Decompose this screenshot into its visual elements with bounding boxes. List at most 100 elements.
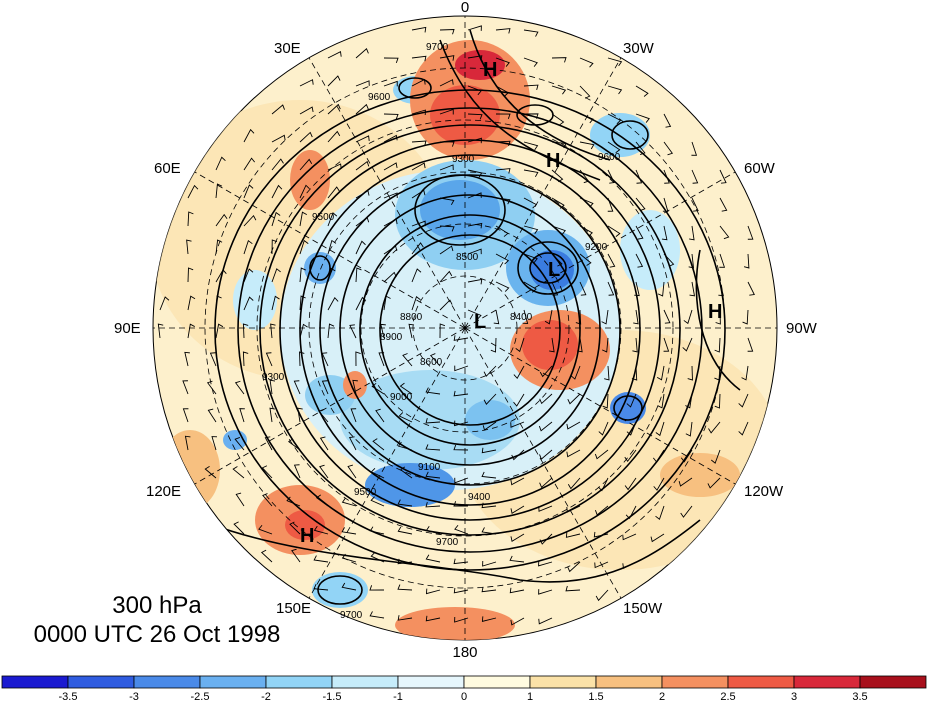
- wind-barb: [663, 169, 670, 184]
- wind-barb: [243, 239, 253, 255]
- wind-barb: [243, 128, 255, 143]
- wind-barb: [522, 309, 529, 325]
- wind-barb: [495, 28, 511, 34]
- meridian-line: [194, 171, 466, 329]
- wind-barb: [495, 113, 511, 119]
- wind-barb: [594, 449, 609, 460]
- wind-barb: [327, 267, 336, 283]
- wind-barb: [742, 309, 749, 325]
- map-caption: 300 hPa 0000 UTC 26 Oct 1998: [12, 591, 302, 649]
- wind-barb: [327, 51, 342, 59]
- colorbar-swatch: [793, 675, 861, 689]
- wind-barb: [657, 281, 665, 297]
- wind-barb: [567, 561, 581, 573]
- wind-barb: [327, 296, 339, 311]
- meridian-line: [464, 327, 736, 485]
- wind-barb: [215, 295, 222, 311]
- wind-barb: [355, 80, 370, 87]
- wind-barb: [215, 183, 223, 199]
- wind-barb: [235, 492, 245, 507]
- colorbar-swatch: [67, 675, 135, 689]
- wind-barb: [538, 617, 553, 625]
- wind-barb: [425, 444, 441, 451]
- wind-barb: [467, 278, 483, 285]
- wind-barb: [327, 75, 341, 87]
- wind-barb: [579, 225, 593, 237]
- wind-barb: [635, 85, 649, 97]
- wind-barb: [549, 337, 555, 353]
- wind-barb: [523, 29, 539, 37]
- wind-barb: [327, 186, 340, 199]
- wind-barb: [186, 239, 192, 255]
- wind-barb: [635, 141, 646, 156]
- wind-barb: [383, 80, 398, 87]
- contour-label: 9500: [354, 487, 377, 498]
- wind-barb: [341, 553, 357, 563]
- wind-barb: [607, 197, 614, 212]
- wind-barb: [682, 337, 693, 352]
- wind-barb: [656, 365, 665, 381]
- wind-barb: [685, 421, 693, 437]
- wind-barb: [347, 464, 357, 479]
- wind-barb: [607, 281, 615, 296]
- wind-barb: [523, 253, 538, 263]
- colorbar-tick-label: -3.5: [59, 691, 78, 702]
- wind-barb: [439, 299, 453, 311]
- wind-barb: [321, 380, 329, 395]
- wind-barb: [355, 160, 370, 171]
- wind-barb: [454, 477, 469, 484]
- wind-barb: [625, 505, 637, 520]
- wind-barb: [567, 477, 581, 490]
- colorbar-tick-label: 0: [461, 691, 467, 702]
- wind-barb: [383, 192, 398, 199]
- wind-barb: [719, 225, 730, 240]
- wind-barb: [575, 309, 582, 325]
- wind-barb: [579, 197, 594, 208]
- wind-barb: [495, 253, 510, 265]
- wind-barb: [579, 169, 590, 184]
- wind-barb: [321, 352, 329, 367]
- contour-label: 9700: [340, 610, 363, 621]
- wind-barb: [397, 441, 413, 451]
- longitude-label: 90E: [114, 320, 141, 337]
- wind-barb: [509, 555, 525, 563]
- wind-barb: [258, 524, 273, 535]
- wind-barb: [481, 586, 497, 593]
- colorbar-swatch: [133, 675, 201, 689]
- wind-barb: [243, 296, 254, 311]
- wind-barb: [264, 436, 273, 451]
- wind-barb: [187, 211, 194, 227]
- colorbar-tick-label: 2: [659, 691, 665, 702]
- wind-barb: [243, 157, 256, 171]
- wind-barb: [439, 55, 455, 61]
- wind-barb: [544, 309, 553, 325]
- wind-barb: [383, 57, 399, 64]
- graticule: [153, 16, 777, 640]
- wind-barb: [515, 337, 525, 353]
- wind-barb: [523, 84, 539, 91]
- wind-barb: [411, 220, 426, 227]
- wind-barb: [355, 48, 369, 59]
- wind-barb: [747, 337, 754, 352]
- longitude-label: 150W: [623, 600, 663, 617]
- wind-barb: [551, 281, 559, 296]
- wind-barb: [719, 253, 726, 268]
- wind-barb: [453, 390, 469, 397]
- wind-barb: [411, 162, 426, 171]
- wind-barb: [370, 552, 385, 563]
- wind-barb: [631, 365, 638, 381]
- wind-barb: [270, 323, 276, 339]
- wind-barb: [411, 78, 426, 87]
- wind-barb: [370, 496, 385, 507]
- wind-barb: [299, 106, 314, 115]
- wind-barb: [383, 295, 391, 311]
- wind-barb: [402, 353, 413, 367]
- wind-barb: [454, 617, 469, 623]
- wind-barb: [607, 225, 621, 238]
- colorbar-tick-label: -1.5: [323, 691, 342, 702]
- colorbar-tick-label: -2: [261, 691, 271, 702]
- wind-barb: [411, 26, 427, 33]
- wind-barb: [635, 225, 644, 240]
- contour-labels: 9700 9600 9500 9300 9200 9100 9000 8900 …: [262, 42, 621, 621]
- wind-barb: [355, 216, 370, 227]
